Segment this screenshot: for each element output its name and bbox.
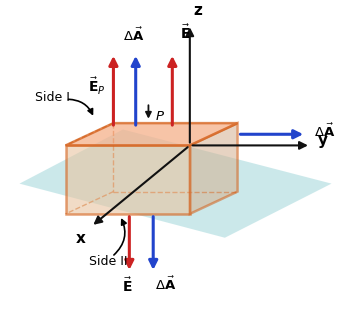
Polygon shape: [20, 129, 331, 238]
Text: $\mathbf{y}$: $\mathbf{y}$: [317, 134, 329, 150]
Text: $\vec{\mathbf{E}}$: $\vec{\mathbf{E}}$: [122, 276, 133, 295]
Polygon shape: [66, 123, 238, 145]
Polygon shape: [66, 145, 190, 214]
Text: $\Delta\vec{\mathbf{A}}$: $\Delta\vec{\mathbf{A}}$: [314, 122, 335, 140]
Text: Side II: Side II: [90, 255, 128, 268]
Text: $\vec{\mathbf{E}}_P$: $\vec{\mathbf{E}}_P$: [88, 76, 105, 97]
Text: $P$: $P$: [155, 110, 165, 123]
Text: $\Delta\vec{\mathbf{A}}$: $\Delta\vec{\mathbf{A}}$: [155, 276, 176, 293]
Text: $\mathbf{x}$: $\mathbf{x}$: [75, 231, 86, 246]
Text: $\Delta\vec{\mathbf{A}}$: $\Delta\vec{\mathbf{A}}$: [124, 26, 145, 44]
Polygon shape: [190, 123, 238, 214]
Text: Side I: Side I: [35, 91, 70, 104]
Text: $\mathbf{z}$: $\mathbf{z}$: [193, 3, 203, 18]
Text: $\vec{\mathbf{E}}$: $\vec{\mathbf{E}}$: [180, 23, 191, 42]
